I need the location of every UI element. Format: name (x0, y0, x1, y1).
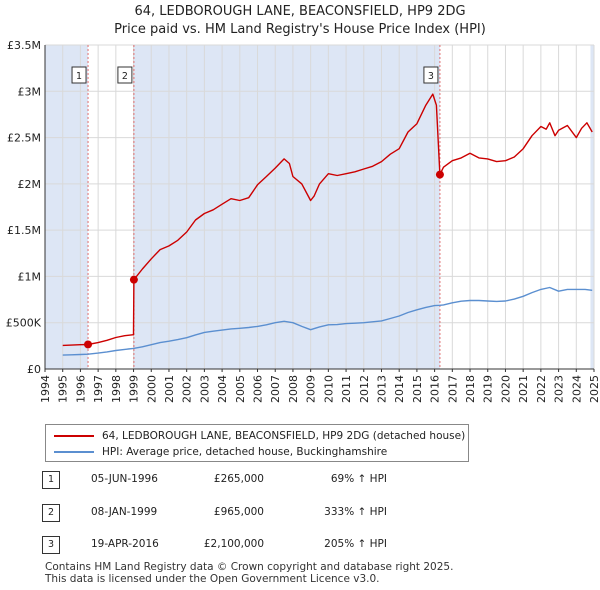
sale-number: 1 (42, 471, 60, 489)
y-tick-label: £2.5M (7, 132, 41, 145)
x-tick-label: 2014 (393, 375, 406, 403)
x-tick-label: 1994 (39, 375, 52, 403)
x-tick-label: 1998 (110, 375, 123, 403)
y-tick-label: £3M (18, 85, 42, 98)
series-line-hpi (62, 286, 593, 356)
x-tick-label: 2005 (234, 375, 247, 403)
sale-date: 08-JAN-1999 (91, 506, 158, 518)
y-tick-label: £2M (18, 178, 42, 191)
sale-point (129, 275, 138, 284)
sale-number: 2 (42, 504, 60, 522)
x-tick-label: 1997 (92, 375, 105, 403)
x-tick-label: 1999 (128, 375, 141, 403)
x-tick-label: 2001 (163, 375, 176, 403)
y-tick-label: £1.5M (7, 224, 41, 237)
legend-swatch-property (54, 435, 94, 437)
x-tick-label: 2021 (517, 375, 530, 403)
x-tick-label: 2023 (553, 375, 566, 403)
sale-hpi: 333% ↑ HPI (324, 506, 387, 518)
series-line-property (62, 93, 593, 347)
sale-point (84, 340, 93, 349)
shaded-range (590, 45, 594, 369)
x-tick-label: 2000 (145, 375, 158, 403)
sale-date: 19-APR-2016 (91, 538, 159, 550)
chart-subtitle: Price paid vs. HM Land Registry's House … (114, 22, 486, 37)
x-tick-label: 2016 (429, 375, 442, 403)
legend: 64, LEDBOROUGH LANE, BEACONSFIELD, HP9 2… (45, 424, 469, 462)
sale-price: £2,100,000 (203, 538, 264, 550)
x-tick-label: 1996 (74, 375, 87, 403)
x-tick-label: 2011 (340, 375, 353, 403)
y-tick-label: £1M (18, 270, 42, 283)
price-chart: 1 2 3 £0 £500K £1M £1.5M £2M £2.5M £3M £3.5M 1994 19… (6, 39, 600, 403)
footer-copyright: Contains HM Land Registry data © Crown c… (45, 561, 454, 573)
x-tick-label: 2017 (446, 375, 459, 403)
sale-point (435, 170, 444, 179)
x-tick-label: 1995 (57, 375, 70, 403)
x-tick-label: 2019 (482, 375, 495, 403)
x-tick-label: 2024 (570, 375, 583, 403)
sale-date: 05-JUN-1996 (91, 473, 158, 485)
table-row: 1 05-JUN-1996 £265,000 69% ↑ HPI (42, 471, 462, 489)
x-tick-label: 2007 (269, 375, 282, 403)
sale-label: 3 (428, 71, 434, 82)
x-tick-label: 2025 (588, 375, 600, 403)
x-tick-label: 2020 (499, 375, 512, 403)
x-tick-label: 2018 (464, 375, 477, 403)
sale-price: £265,000 (213, 473, 264, 485)
sale-label-box (117, 66, 133, 84)
sale-price: £965,000 (213, 506, 264, 518)
table-row: 3 19-APR-2016 £2,100,000 205% ↑ HPI (42, 536, 462, 554)
legend-swatch-hpi (54, 451, 94, 453)
x-tick-label: 2009 (305, 375, 318, 403)
sale-number: 3 (42, 536, 60, 554)
y-tick-label: £3.5M (7, 39, 41, 52)
x-tick-label: 2022 (535, 375, 548, 403)
sale-label: 2 (122, 71, 128, 82)
shaded-range (45, 45, 89, 369)
sale-hpi: 69% ↑ HPI (330, 473, 387, 485)
x-tick-label: 2006 (252, 375, 265, 403)
x-tick-label: 2013 (375, 375, 388, 403)
x-tick-label: 2008 (287, 375, 300, 403)
sale-label-box (71, 66, 87, 84)
y-tick-label: £500K (6, 317, 42, 330)
sale-label-box (423, 66, 439, 84)
x-tick-label: 2015 (411, 375, 424, 403)
y-tick-label: £0 (27, 363, 41, 376)
x-tick-label: 2003 (198, 375, 211, 403)
legend-label-property: 64, LEDBOROUGH LANE, BEACONSFIELD, HP9 2… (102, 430, 466, 442)
x-tick-label: 2002 (181, 375, 194, 403)
x-tick-label: 2004 (216, 375, 229, 403)
footer-licence: This data is licensed under the Open Gov… (45, 573, 380, 585)
shaded-range (133, 45, 440, 369)
x-tick-label: 2012 (358, 375, 371, 403)
table-row: 2 08-JAN-1999 £965,000 333% ↑ HPI (42, 504, 462, 522)
chart-title: 64, LEDBOROUGH LANE, BEACONSFIELD, HP9 2… (134, 4, 466, 19)
legend-label-hpi: HPI: Average price, detached house, Buck… (102, 446, 388, 458)
x-tick-label: 2010 (322, 375, 335, 403)
sale-label: 1 (76, 71, 82, 82)
sale-hpi: 205% ↑ HPI (324, 538, 387, 550)
